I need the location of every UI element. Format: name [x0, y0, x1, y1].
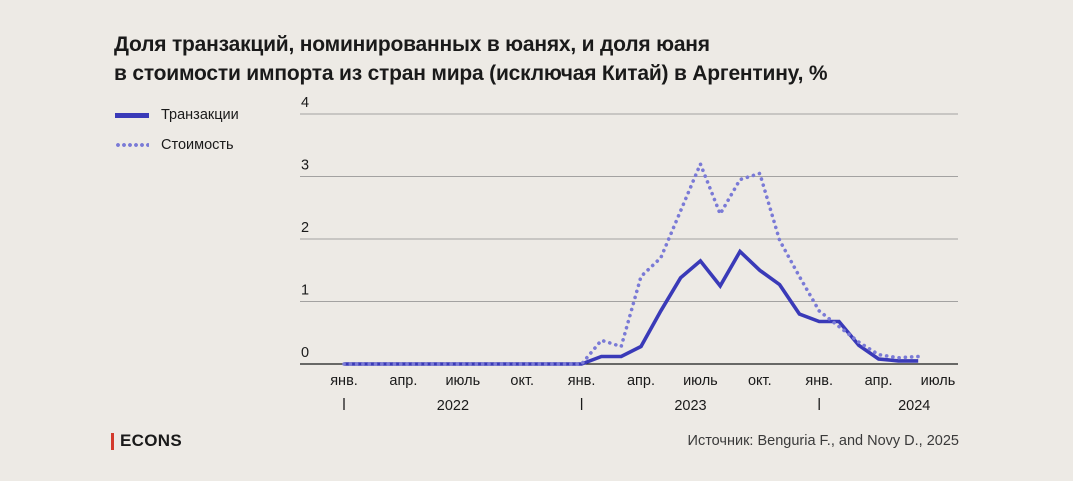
legend-swatch-solid [115, 112, 149, 118]
x-tick-label: апр. [865, 373, 893, 389]
legend-label-transactions: Транзакции [161, 107, 239, 123]
x-tick-label: янв. [805, 373, 833, 389]
x-tick-label: окт. [510, 373, 534, 389]
y-tick-label: 3 [301, 158, 309, 174]
chart-title-line2: в стоимости импорта из стран мира (исклю… [114, 62, 828, 85]
x-tick-label: янв. [330, 373, 358, 389]
legend-label-value: Стоимость [161, 137, 234, 153]
source-note: Источник: Benguria F., and Novy D., 2025 [687, 433, 959, 449]
series-line-value [342, 162, 921, 366]
x-tick-label: июль [921, 373, 956, 389]
legend-item-value: Стоимость [115, 130, 239, 160]
x-tick-label: апр. [389, 373, 417, 389]
year-label: 2023 [674, 398, 706, 414]
x-tick-label: апр. [627, 373, 655, 389]
series-line-transactions [344, 248, 919, 366]
brand-name: ECONS [120, 431, 182, 450]
legend-swatch-dotted [115, 142, 149, 148]
brand-logo: ECONS [111, 431, 182, 451]
year-label: 2024 [898, 398, 930, 414]
chart-title: Доля транзакций, номинированных в юанях,… [114, 30, 828, 88]
legend-item-transactions: Транзакции [115, 100, 239, 130]
y-tick-label: 1 [301, 283, 309, 299]
y-tick-label: 2 [301, 220, 309, 236]
x-tick-label: янв. [568, 373, 596, 389]
y-tick-label: 4 [301, 95, 309, 111]
y-tick-label: 0 [301, 345, 309, 361]
year-label: 2022 [437, 398, 469, 414]
x-tick-label: окт. [748, 373, 772, 389]
brand-bar-icon [111, 432, 114, 450]
chart-title-line1: Доля транзакций, номинированных в юанях,… [114, 33, 710, 56]
chart-legend: Транзакции Стоимость [115, 100, 239, 160]
x-tick-label: июль [445, 373, 480, 389]
x-tick-label: июль [683, 373, 718, 389]
